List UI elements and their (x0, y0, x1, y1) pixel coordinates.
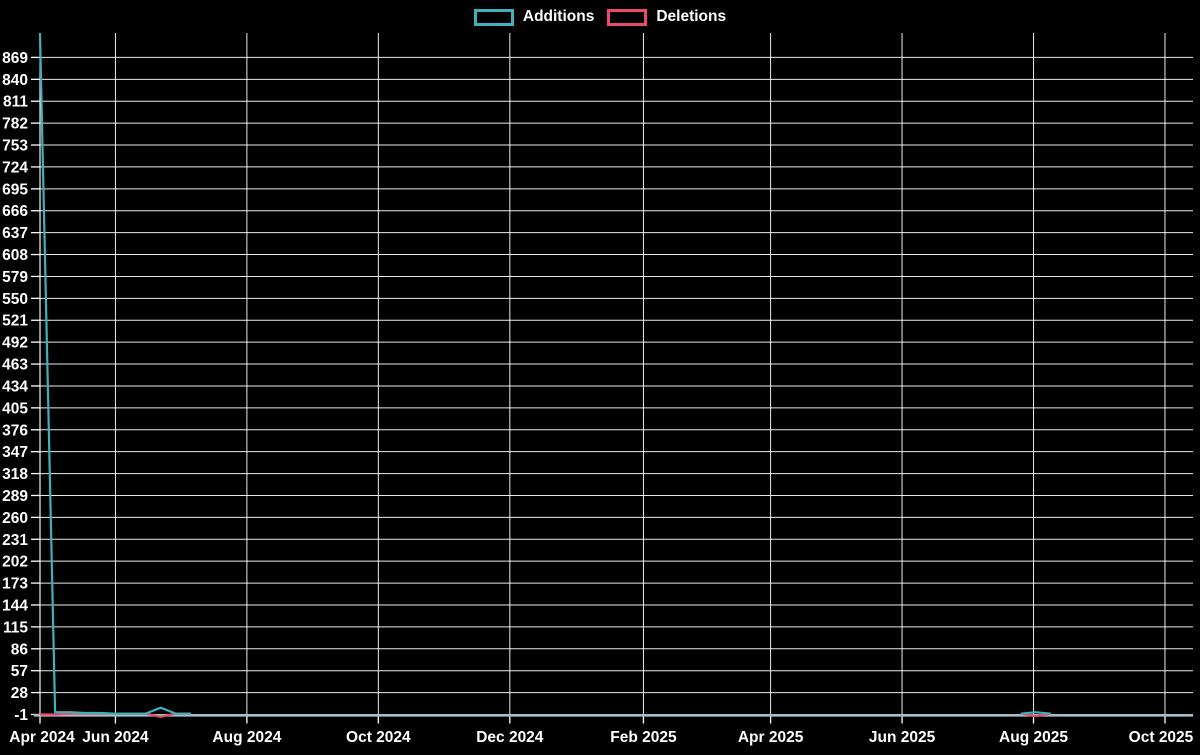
y-tick-label: 57 (11, 663, 28, 680)
legend-item-deletions[interactable]: Deletions (607, 7, 726, 27)
x-tick-label: Aug 2025 (999, 729, 1068, 746)
y-tick-label: 318 (2, 466, 28, 483)
x-tick-label: Apr 2024 (9, 729, 75, 746)
additions-swatch-icon (473, 8, 514, 26)
y-tick-label: 840 (2, 72, 28, 89)
series-line-deletions (1020, 712, 1051, 718)
x-tick-label: Oct 2025 (1129, 729, 1194, 746)
y-tick-label: 289 (2, 488, 28, 505)
y-tick-label: 521 (2, 313, 28, 330)
legend-item-additions[interactable]: Additions (473, 7, 595, 27)
y-tick-label: -1 (14, 707, 28, 724)
x-tick-label: Jun 2025 (869, 729, 936, 746)
x-tick-label: Feb 2025 (610, 729, 677, 746)
y-tick-label: 144 (2, 597, 28, 614)
series-line-additions (1020, 711, 1051, 715)
series-line-additions (38, 33, 191, 715)
y-tick-label: 28 (11, 685, 29, 702)
legend-label-deletions: Deletions (656, 8, 727, 25)
y-tick-label: 724 (2, 159, 28, 176)
chart-legend: Additions Deletions (0, 7, 1200, 27)
y-tick-label: 405 (2, 400, 28, 417)
y-tick-label: 115 (3, 619, 28, 636)
y-tick-label: 347 (2, 444, 28, 461)
y-tick-label: 579 (2, 269, 28, 286)
x-tick-label: Apr 2025 (738, 729, 804, 746)
y-tick-label: 782 (2, 116, 28, 133)
y-tick-label: 231 (2, 532, 28, 549)
x-tick-label: Dec 2024 (476, 729, 544, 746)
y-tick-label: 666 (2, 203, 28, 220)
x-tick-label: Oct 2024 (346, 729, 411, 746)
y-tick-label: 811 (3, 94, 28, 111)
y-tick-label: 637 (2, 225, 28, 242)
x-tick-label: Aug 2024 (212, 729, 281, 746)
y-tick-label: 173 (2, 576, 28, 593)
y-tick-label: 202 (2, 554, 28, 571)
y-tick-label: 463 (2, 357, 28, 374)
y-tick-label: 753 (2, 138, 28, 155)
y-tick-label: 608 (2, 247, 28, 264)
y-tick-label: 86 (11, 641, 29, 658)
y-tick-label: 434 (2, 378, 28, 395)
legend-label-additions: Additions (522, 8, 595, 25)
y-tick-label: 492 (2, 335, 28, 352)
y-tick-label: 869 (2, 50, 28, 67)
y-tick-label: 260 (2, 510, 28, 527)
y-tick-label: 550 (2, 291, 28, 308)
y-tick-label: 695 (2, 181, 28, 198)
y-tick-label: 376 (2, 422, 28, 439)
deletions-swatch-icon (607, 8, 648, 26)
x-tick-label: Jun 2024 (82, 729, 149, 746)
